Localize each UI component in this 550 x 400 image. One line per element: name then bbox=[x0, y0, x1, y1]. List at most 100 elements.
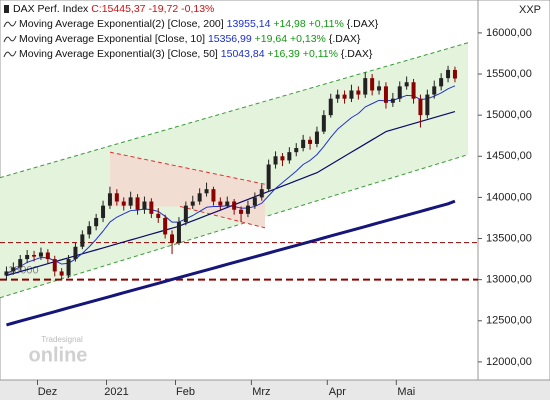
candle-body bbox=[11, 267, 16, 272]
candle-body bbox=[190, 201, 195, 206]
candle-body bbox=[432, 86, 437, 95]
legend-entry: DAX Perf. Index C:15445,37 -19,72 -0,13% bbox=[13, 3, 214, 15]
candle-body bbox=[377, 86, 382, 91]
candle-body bbox=[204, 189, 209, 194]
y-tick-label: 12000,00 bbox=[486, 356, 532, 368]
candle-body bbox=[66, 259, 71, 276]
candle-body bbox=[80, 234, 85, 247]
candle-body bbox=[328, 98, 333, 116]
legend-name: Moving Average Exponential(2) [Close, 20… bbox=[19, 18, 224, 30]
pennant-line bbox=[179, 205, 266, 229]
candle-body bbox=[163, 217, 168, 235]
candle-body bbox=[94, 217, 99, 227]
x-tick-label: Dez bbox=[38, 386, 58, 398]
legend-entry: Moving Average Exponential(2) [Close, 20… bbox=[19, 18, 379, 30]
candle-body bbox=[259, 189, 264, 198]
y-tick-label: 13500,00 bbox=[486, 232, 532, 244]
legend-value: 15043,84 bbox=[221, 48, 265, 60]
candle-body bbox=[335, 94, 340, 99]
ma-line bbox=[6, 85, 456, 274]
candle-body bbox=[38, 252, 43, 257]
pennant-fill bbox=[110, 152, 265, 228]
candle-body bbox=[25, 254, 30, 260]
watermark: online bbox=[29, 344, 88, 366]
ma-line bbox=[6, 199, 456, 327]
candle-body bbox=[4, 271, 9, 276]
legend-entry: Moving Average Exponential(3) [Close, 50… bbox=[19, 48, 373, 60]
candle-body bbox=[356, 90, 361, 95]
candle-body bbox=[59, 271, 64, 276]
legend-name: Moving Average Exponential(3) [Close, 50… bbox=[19, 48, 218, 60]
candle-body bbox=[211, 189, 216, 202]
legend-value: C:15445,37 bbox=[91, 3, 145, 15]
candle-body bbox=[383, 86, 388, 103]
candle-body bbox=[121, 201, 126, 206]
x-tick-label: Mai bbox=[397, 386, 415, 398]
candle-body bbox=[170, 234, 175, 243]
candle-body bbox=[266, 164, 271, 190]
candle-body bbox=[107, 193, 112, 206]
candle-body bbox=[342, 94, 347, 99]
candle-body bbox=[87, 226, 92, 235]
candle-body bbox=[390, 98, 395, 103]
candle-body bbox=[273, 156, 278, 165]
legend-change: +19,64 +0,13% bbox=[255, 33, 326, 45]
candle-body bbox=[349, 90, 354, 99]
legend-change: +14,98 +0,11% bbox=[273, 18, 343, 30]
candle-body bbox=[232, 201, 237, 210]
candle-body bbox=[287, 152, 292, 161]
candle-body bbox=[45, 252, 50, 260]
candle-body bbox=[32, 254, 37, 257]
candle-body bbox=[52, 259, 57, 272]
candle-body bbox=[370, 78, 375, 91]
legend-name: Moving Average Exponential [Close, 10] bbox=[19, 33, 205, 45]
candle-body bbox=[73, 246, 78, 260]
candle-body bbox=[294, 148, 299, 153]
legend-value: 13955,14 bbox=[227, 18, 271, 30]
y-tick-label: 14000,00 bbox=[486, 191, 532, 203]
legend-icon bbox=[4, 5, 9, 13]
candle-body bbox=[308, 139, 313, 144]
candle-body bbox=[239, 209, 244, 214]
candle-body bbox=[197, 193, 202, 202]
candle-body bbox=[101, 205, 106, 218]
x-tick-label: Feb bbox=[176, 386, 195, 398]
channel-fill bbox=[0, 42, 468, 298]
y-tick-label: 14500,00 bbox=[486, 150, 532, 162]
pennant-line bbox=[109, 151, 266, 185]
candle-body bbox=[397, 86, 402, 99]
legend-name: DAX Perf. Index bbox=[13, 3, 89, 15]
candle-body bbox=[149, 201, 154, 214]
candle-body bbox=[156, 213, 161, 218]
candle-body bbox=[128, 197, 133, 206]
candle-body bbox=[135, 197, 140, 210]
candle-body bbox=[314, 131, 319, 144]
y-tick-label: 15000,00 bbox=[486, 109, 532, 121]
candle-body bbox=[218, 201, 223, 206]
candle-body bbox=[183, 205, 188, 223]
x-tick-label: Apr bbox=[329, 386, 346, 398]
channel-line bbox=[0, 154, 469, 299]
legend-change: +16,39 +0,11% bbox=[267, 48, 337, 60]
candle-body bbox=[18, 259, 23, 268]
candle-body bbox=[425, 94, 430, 116]
candle-body bbox=[321, 115, 326, 132]
legend-icon bbox=[3, 20, 17, 28]
candle-body bbox=[411, 82, 416, 99]
y-axis-area bbox=[477, 0, 550, 381]
layers: 1300012000,0012500,0013000,0013500,00140… bbox=[0, 3, 532, 398]
x-tick-label: 2021 bbox=[104, 386, 128, 398]
y-tick-label: 15500,00 bbox=[486, 68, 532, 80]
candle-body bbox=[252, 197, 257, 206]
candle-body bbox=[114, 193, 119, 202]
candle-body bbox=[301, 139, 306, 149]
candle-body bbox=[225, 201, 230, 206]
candle-body bbox=[446, 69, 451, 79]
candle-body bbox=[280, 156, 285, 161]
watermark-small: Tradesignal bbox=[41, 335, 83, 344]
candle-body bbox=[452, 69, 457, 79]
instrument-code: XXP bbox=[519, 4, 541, 16]
candle-body bbox=[245, 205, 250, 214]
y-tick-label: 13000,00 bbox=[486, 274, 532, 286]
candle-body bbox=[418, 98, 423, 116]
